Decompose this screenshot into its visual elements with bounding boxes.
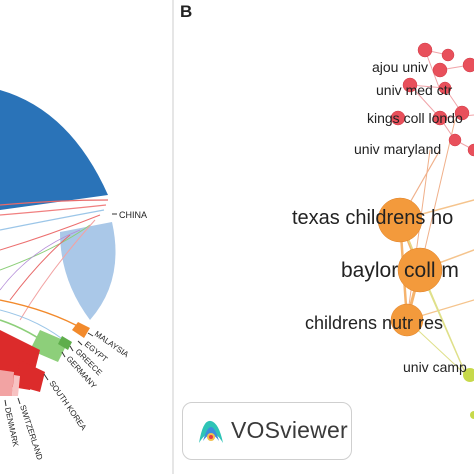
chord-arc-china-blue	[0, 90, 108, 210]
node-label: univ camp	[403, 359, 467, 375]
node-label: kings coll londo	[367, 110, 463, 126]
network-node	[441, 48, 455, 62]
node-label: childrens nutr res	[305, 313, 443, 333]
network-node	[390, 303, 424, 337]
network-node	[432, 110, 448, 126]
chord-ribbon	[19, 219, 96, 321]
network-nodes-red	[390, 42, 474, 157]
node-label: univ maryland	[354, 141, 441, 157]
node-label: texas childrens ho	[292, 207, 453, 229]
chord-ribbon	[0, 204, 107, 216]
network-node	[448, 133, 462, 147]
vosviewer-badge: VOSviewer	[182, 402, 352, 460]
country-label-denmark: DENMARK	[3, 407, 20, 449]
network-node	[462, 57, 474, 73]
panel-b-label: B	[180, 2, 193, 21]
node-label: ajou univ	[372, 59, 428, 75]
node-label: univ med ctr	[376, 82, 453, 98]
network-node	[454, 105, 470, 121]
node-label: baylor coll m	[341, 259, 459, 282]
chord-arc-pink2	[12, 375, 20, 396]
vosviewer-label: VOSviewer	[231, 417, 348, 443]
network-node	[377, 197, 423, 243]
chord-ribbon	[0, 229, 81, 291]
chord-ribbon	[9, 234, 71, 301]
network-node	[390, 110, 406, 126]
chord-ribbon	[0, 199, 109, 206]
network-node	[438, 81, 452, 95]
chord-arc-pink	[0, 370, 14, 396]
vosviewer-logo-icon	[199, 420, 223, 443]
network-node	[432, 62, 448, 78]
panel-divider	[172, 0, 174, 474]
network-node	[470, 411, 474, 419]
network-node	[402, 77, 418, 93]
chord-arc-green	[30, 330, 68, 362]
network-node	[463, 368, 474, 382]
chord-arc-orange	[72, 322, 90, 338]
country-label-china: CHINA	[119, 210, 147, 220]
network-node	[417, 42, 433, 58]
network-node	[397, 247, 443, 293]
chord-arc-green-dark	[58, 336, 72, 350]
network-nodes-orange	[377, 197, 443, 337]
chord-arc-red2	[15, 360, 45, 392]
country-label-south-korea: SOUTH KOREA	[47, 379, 88, 432]
chord-ribbon	[0, 214, 101, 251]
chord-arc-light-blue	[60, 222, 116, 320]
country-label-switzerland: SWITZERLAND	[18, 404, 44, 462]
chord-ribbon	[0, 224, 91, 271]
network-node	[467, 143, 474, 157]
chord-ribbon	[0, 209, 105, 231]
